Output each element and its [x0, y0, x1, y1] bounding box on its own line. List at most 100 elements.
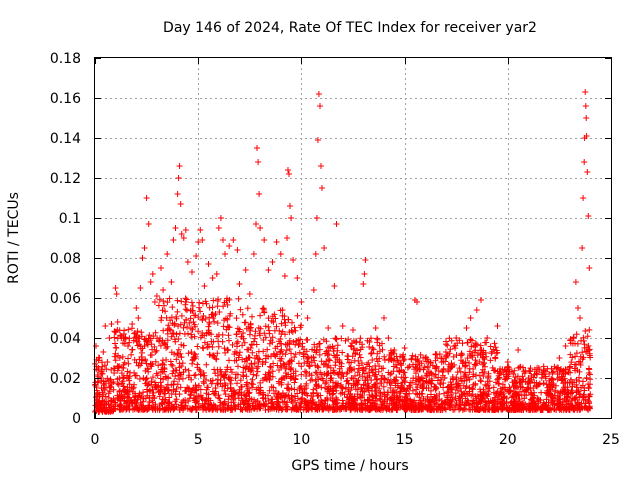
- data-point: [188, 299, 195, 306]
- data-point: [429, 362, 436, 369]
- data-point: [334, 352, 340, 358]
- data-point: [231, 357, 238, 364]
- data-point: [535, 396, 542, 403]
- data-point: [360, 381, 367, 388]
- data-point: [173, 315, 180, 322]
- data-point: [416, 366, 423, 373]
- data-point: [215, 225, 222, 231]
- data-point: [236, 349, 243, 356]
- data-point: [197, 227, 204, 233]
- data-point: [525, 384, 532, 391]
- data-point: [422, 355, 429, 361]
- data-point: [96, 399, 103, 405]
- data-point: [196, 299, 203, 306]
- data-point: [412, 370, 419, 377]
- data-point: [165, 404, 172, 411]
- data-point: [270, 384, 277, 391]
- data-point: [195, 239, 202, 245]
- data-point: [146, 387, 153, 394]
- data-point: [225, 396, 232, 403]
- data-point: [273, 239, 280, 245]
- data-point: [163, 314, 170, 321]
- data-point: [125, 360, 132, 367]
- data-point: [283, 373, 290, 380]
- data-point: [196, 382, 202, 389]
- data-point: [398, 374, 405, 381]
- data-point: [105, 400, 112, 407]
- data-point: [180, 235, 187, 241]
- data-point: [342, 337, 349, 344]
- data-point: [306, 363, 313, 370]
- data-point: [167, 327, 174, 334]
- data-point: [249, 313, 255, 320]
- data-point: [287, 366, 294, 373]
- data-point: [503, 395, 510, 402]
- data-point: [469, 386, 476, 393]
- data-point: [363, 405, 370, 412]
- data-point: [502, 386, 509, 393]
- data-point: [176, 330, 183, 337]
- data-point: [311, 347, 318, 354]
- data-point: [144, 382, 151, 389]
- data-point: [311, 341, 318, 348]
- data-point: [205, 397, 212, 404]
- data-point: [208, 380, 215, 387]
- data-point: [504, 404, 511, 411]
- data-point: [478, 378, 484, 385]
- data-point: [112, 399, 118, 406]
- data-point: [246, 291, 253, 297]
- data-point: [203, 361, 210, 368]
- data-point: [531, 389, 538, 396]
- data-point: [490, 389, 497, 396]
- data-point: [348, 359, 355, 366]
- data-point: [261, 237, 268, 243]
- data-point: [280, 392, 287, 399]
- data-point: [303, 406, 310, 413]
- data-point: [117, 332, 124, 339]
- data-point: [133, 305, 140, 311]
- data-point: [298, 322, 304, 329]
- data-point: [263, 400, 270, 407]
- data-point: [393, 374, 400, 381]
- data-point: [523, 405, 530, 412]
- data-point: [562, 343, 569, 349]
- data-point: [189, 360, 196, 367]
- data-point: [492, 354, 499, 361]
- data-point: [366, 339, 373, 345]
- data-point: [177, 321, 184, 328]
- data-point: [545, 392, 552, 399]
- data-point: [253, 372, 260, 379]
- data-point: [119, 364, 126, 371]
- data-point: [423, 354, 430, 361]
- data-point: [266, 327, 273, 334]
- data-point: [125, 355, 131, 362]
- data-point: [242, 397, 249, 403]
- data-point: [234, 380, 240, 387]
- data-point: [147, 279, 154, 285]
- data-point: [521, 395, 528, 402]
- data-point: [286, 386, 293, 393]
- data-point: [232, 375, 239, 382]
- data-point: [210, 297, 217, 304]
- data-point: [478, 347, 485, 354]
- data-point: [510, 371, 517, 377]
- data-point: [295, 406, 302, 413]
- data-point: [265, 392, 271, 399]
- data-point: [179, 405, 186, 412]
- data-point: [99, 359, 105, 366]
- data-point: [177, 350, 184, 357]
- data-point: [243, 325, 250, 332]
- data-point: [128, 351, 135, 358]
- data-point: [253, 386, 260, 393]
- data-point: [117, 406, 124, 413]
- data-point: [190, 356, 196, 363]
- data-point: [338, 374, 345, 381]
- data-point: [266, 370, 273, 377]
- data-point: [142, 335, 149, 342]
- data-point: [199, 300, 206, 307]
- data-point: [240, 364, 247, 371]
- data-point: [145, 402, 152, 409]
- data-point: [272, 353, 279, 360]
- data-point: [399, 379, 406, 386]
- x-tick-labels: 0 5 10 15 20 25: [91, 432, 620, 448]
